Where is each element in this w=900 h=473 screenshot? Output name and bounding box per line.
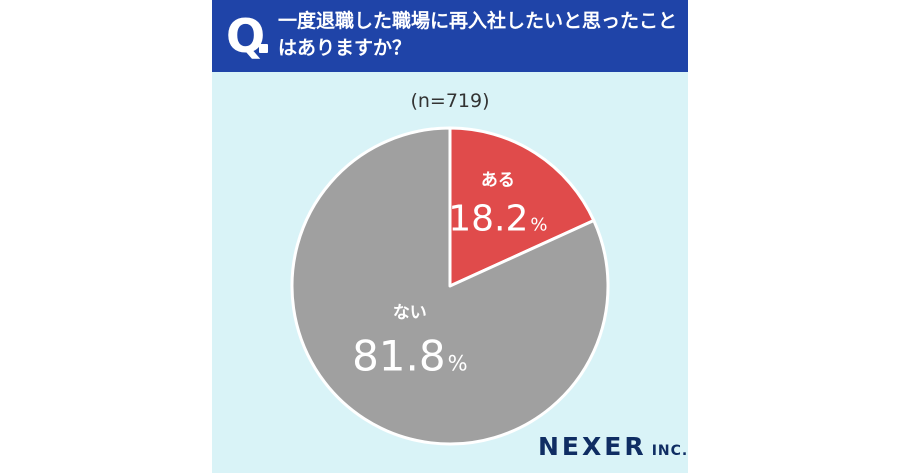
question-text: 一度退職した職場に再入社したいと思ったことはありますか？ (278, 10, 678, 59)
brand-logo: NEXER INC. (538, 432, 688, 461)
question-mark: Q (226, 9, 266, 63)
slice-label-1: ない (393, 303, 427, 323)
chart-panel: Q 一度退職した職場に再入社したいと思ったことはありますか？ (n=719) あ… (212, 0, 688, 473)
brand-suffix: INC. (651, 443, 688, 459)
brand-name: NEXER (538, 432, 647, 461)
slice-label-0: ある (481, 171, 515, 191)
question-header: Q 一度退職した職場に再入社したいと思ったことはありますか？ (212, 0, 688, 72)
sample-size-label: (n=719) (410, 90, 490, 112)
question-mark-dot (259, 44, 268, 53)
pie-chart: ある 18.2 % ない 81.8% (290, 126, 610, 446)
pie-slice-0 (448, 126, 596, 288)
slice-value-1: 81.8% (352, 331, 467, 380)
slice-value-0: 18.2% (448, 198, 547, 239)
pie-slice-1 (290, 126, 610, 446)
